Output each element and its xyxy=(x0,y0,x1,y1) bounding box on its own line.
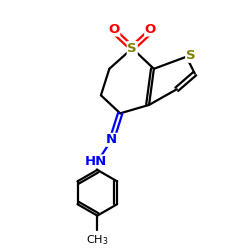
Text: O: O xyxy=(108,23,120,36)
Text: CH$_3$: CH$_3$ xyxy=(86,233,108,247)
Text: S: S xyxy=(186,49,196,62)
Text: S: S xyxy=(128,42,137,55)
Text: HN: HN xyxy=(85,155,107,168)
Text: O: O xyxy=(145,23,156,36)
Text: N: N xyxy=(106,133,117,146)
